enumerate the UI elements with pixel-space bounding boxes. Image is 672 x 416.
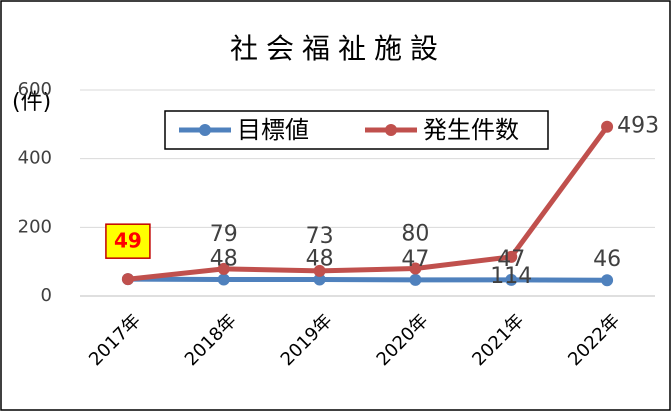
data-point	[601, 120, 614, 133]
data-point	[217, 262, 230, 275]
data-point	[409, 273, 422, 286]
legend-marker	[199, 124, 211, 136]
data-point	[505, 250, 518, 263]
data-point	[601, 274, 614, 287]
data-point	[409, 262, 422, 275]
legend-label: 目標値	[237, 116, 309, 144]
series-line	[127, 276, 608, 283]
data-label: 47	[401, 247, 429, 272]
data-point	[313, 264, 326, 277]
y-axis-label: (件)	[12, 90, 51, 115]
data-label: 80	[401, 222, 429, 247]
data-point	[121, 273, 134, 286]
data-point	[313, 273, 326, 286]
highlight-box	[105, 223, 151, 259]
legend-label: 発生件数	[423, 116, 519, 144]
data-label: 79	[210, 222, 238, 247]
y-tick-label: 400	[18, 148, 52, 169]
legend-marker	[385, 124, 397, 136]
series-line	[127, 125, 610, 282]
y-tick-label: 200	[18, 216, 52, 237]
data-label: 73	[306, 224, 334, 249]
data-label: 48	[210, 247, 238, 272]
data-label: 493	[617, 114, 659, 139]
y-tick-label: 0	[41, 285, 52, 306]
data-label: 114	[490, 264, 532, 289]
data-label: 46	[593, 247, 621, 272]
y-tick-label: 600	[18, 79, 52, 100]
data-point	[217, 273, 230, 286]
data-label: 48	[306, 247, 334, 272]
data-label: 47	[497, 247, 525, 272]
chart-title: 社会福祉施設	[230, 32, 446, 65]
data-label: 49	[114, 229, 142, 253]
data-point	[505, 273, 518, 286]
